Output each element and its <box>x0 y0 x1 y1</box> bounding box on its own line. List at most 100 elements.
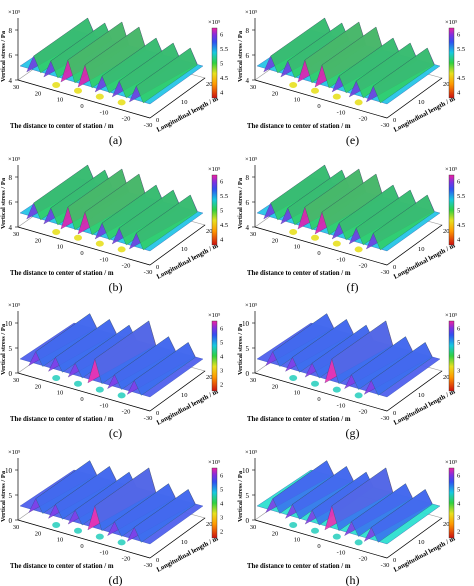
surface-trough <box>52 228 61 235</box>
x-tick-label: 10 <box>57 390 64 397</box>
z-tick-label: 8 <box>9 174 13 182</box>
z-tick-label: 6 <box>246 199 250 207</box>
colorbar-multiplier: ×10⁵ <box>445 312 457 319</box>
colorbar-tick-label: 2 <box>220 382 223 389</box>
chart-panel: 4 6 8 ×10⁵ Vertical stress / Pa 30 20 10 0 -10 -20… <box>0 156 228 294</box>
x-tick-label: 20 <box>272 530 279 537</box>
x-axis-label: The distance to center of station / m <box>247 270 351 277</box>
y-tick-label: 20 <box>206 81 213 88</box>
colorbar-multiplier: ×10⁵ <box>208 459 220 466</box>
panel-label: (a) <box>109 133 122 147</box>
x-tick-label: 30 <box>250 84 257 91</box>
x-axis-label: The distance to center of station / m <box>10 270 114 277</box>
panel-label: (c) <box>109 426 122 440</box>
colorbar-tick-label: 5 <box>220 340 223 347</box>
y-axis-label: Longitudinal length / m <box>156 535 220 574</box>
z-tick-label: 8 <box>246 174 250 182</box>
x-axis-line <box>254 79 388 119</box>
z-tick-label: 0 <box>9 517 13 525</box>
x-tick-label: 10 <box>294 97 301 104</box>
colorbar-tick-label: 4 <box>220 237 224 244</box>
y-axis-label: Longitudinal length / m <box>393 388 457 427</box>
y-axis-label: Longitudinal length / m <box>393 95 457 134</box>
y-axis-line <box>386 77 443 119</box>
z-axis-label: Vertical stress / Pa <box>237 30 244 82</box>
colorbar-tick-label: 3 <box>220 515 223 522</box>
colorbar-multiplier: ×10⁵ <box>445 166 457 173</box>
z-tick-label: 5 <box>246 345 250 353</box>
colorbar-tick-label: 5 <box>220 487 223 494</box>
y-axis-label: Longitudinal length / m <box>393 535 457 574</box>
x-tick-label: 30 <box>250 524 257 531</box>
x-tick-label: 30 <box>13 84 20 91</box>
x-axis-line <box>17 226 151 266</box>
z-tick-label: 4 <box>9 224 13 232</box>
x-tick-label: -30 <box>381 122 390 129</box>
z-tick-label: 10 <box>5 467 13 475</box>
x-tick-label: 0 <box>317 396 320 403</box>
colorbar-tick-label: 6 <box>220 473 224 480</box>
surface-ridge-shade <box>371 489 433 543</box>
y-tick-label: 20 <box>206 228 213 235</box>
chart-panel: 4 6 8 ×10⁵ Vertical stress / Pa 30 20 10 0 -10 -20… <box>0 9 228 147</box>
colorbar-tick-label: 2 <box>220 529 223 536</box>
x-tick-label: -20 <box>122 556 131 563</box>
surface-trough <box>332 533 341 540</box>
colorbar-tick-label: 6 <box>457 473 461 480</box>
colorbar-tick-label: 6 <box>220 178 224 185</box>
z-tick-label: 5 <box>246 492 250 500</box>
z-axis-label: Vertical stress / Pa <box>0 470 7 522</box>
colorbar-multiplier: ×10⁵ <box>208 312 220 319</box>
x-tick-label: -30 <box>144 122 153 129</box>
colorbar-tick-label: 5.5 <box>220 193 228 200</box>
surface-trough <box>74 527 82 534</box>
surface-ridge-shade <box>134 342 196 396</box>
z-tick-label: 4 <box>9 77 13 85</box>
colorbar-tick-label: 3 <box>457 368 460 375</box>
z-tick-label: 0 <box>9 370 13 378</box>
surface-trough <box>289 81 298 88</box>
surface-ridge-shade <box>136 47 198 104</box>
z-tick-label: 10 <box>242 467 250 475</box>
surface-trough <box>95 93 104 100</box>
x-tick-label: 10 <box>57 244 64 251</box>
y-axis-label: Longitudinal length / m <box>156 242 220 281</box>
y-tick-label: 0 <box>393 264 396 271</box>
z-tick-label: 5 <box>9 492 13 500</box>
surface-trough <box>289 228 298 235</box>
x-tick-label: -30 <box>381 415 390 422</box>
z-tick-label: 0 <box>246 517 250 525</box>
y-tick-label: 10 <box>181 246 188 253</box>
y-tick-label: 20 <box>206 521 213 528</box>
x-tick-label: 20 <box>35 237 42 244</box>
z-multiplier: ×10⁵ <box>8 9 20 16</box>
x-tick-label: -10 <box>100 109 109 116</box>
y-tick-label: 10 <box>418 99 425 106</box>
y-tick-label: 10 <box>418 539 425 546</box>
surface-ridge-shade <box>371 342 433 396</box>
colorbar-tick-label: 4 <box>457 354 461 361</box>
surface-trough <box>354 392 363 399</box>
x-tick-label: 10 <box>294 390 301 397</box>
x-axis-line <box>17 372 151 412</box>
colorbar-tick-label: 5 <box>457 208 460 215</box>
x-axis-label: The distance to center of station / m <box>10 123 114 130</box>
panel-label: (d) <box>109 573 123 586</box>
x-tick-label: 30 <box>250 377 257 384</box>
x-tick-label: -30 <box>144 415 153 422</box>
panel-label: (f) <box>347 280 359 294</box>
chart-panel: 4 6 8 ×10⁵ Vertical stress / Pa 30 20 10 0 -10 -20… <box>237 156 465 294</box>
z-tick-label: 4 <box>246 224 250 232</box>
panel-label: (g) <box>346 426 360 440</box>
colorbar-multiplier: ×10⁵ <box>208 166 220 173</box>
surface-trough <box>311 87 319 94</box>
colorbar <box>211 467 218 539</box>
surface-trough <box>117 539 126 546</box>
z-tick-label: 6 <box>246 52 250 60</box>
colorbar-multiplier: ×10⁵ <box>445 19 457 26</box>
y-axis-line <box>386 370 443 412</box>
surface-trough <box>52 521 61 528</box>
x-axis-label: The distance to center of station / m <box>10 563 114 570</box>
